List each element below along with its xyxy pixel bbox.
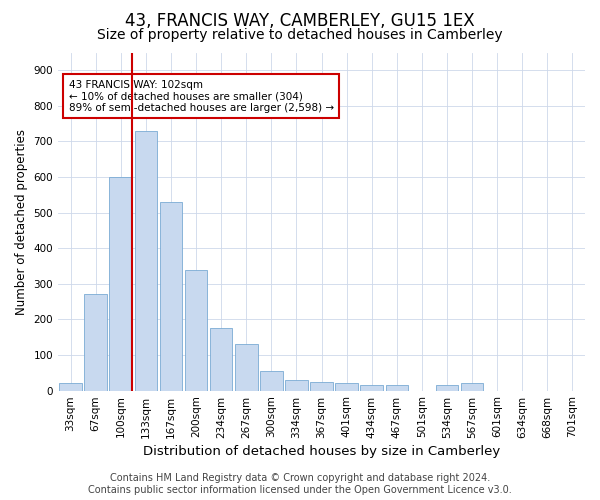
Bar (134, 131, 157, 390)
Bar (210, 328, 232, 390)
Bar (109, 177, 132, 390)
Bar (335, 384, 358, 390)
Text: 43, FRANCIS WAY, CAMBERLEY, GU15 1EX: 43, FRANCIS WAY, CAMBERLEY, GU15 1EX (125, 12, 475, 30)
Bar (386, 385, 408, 390)
X-axis label: Distribution of detached houses by size in Camberley: Distribution of detached houses by size … (143, 444, 500, 458)
Bar (160, 202, 182, 390)
Bar (59, 384, 82, 390)
Bar (361, 385, 383, 390)
Bar (285, 380, 308, 390)
Text: Size of property relative to detached houses in Camberley: Size of property relative to detached ho… (97, 28, 503, 42)
Text: Contains HM Land Registry data © Crown copyright and database right 2024.
Contai: Contains HM Land Registry data © Crown c… (88, 474, 512, 495)
Bar (235, 344, 257, 391)
Bar (310, 382, 333, 390)
Bar (436, 385, 458, 390)
Y-axis label: Number of detached properties: Number of detached properties (15, 128, 28, 314)
Text: 43 FRANCIS WAY: 102sqm
← 10% of detached houses are smaller (304)
89% of semi-de: 43 FRANCIS WAY: 102sqm ← 10% of detached… (68, 80, 334, 112)
Bar (260, 371, 283, 390)
Bar (85, 294, 107, 390)
Bar (185, 270, 208, 390)
Bar (461, 384, 484, 390)
